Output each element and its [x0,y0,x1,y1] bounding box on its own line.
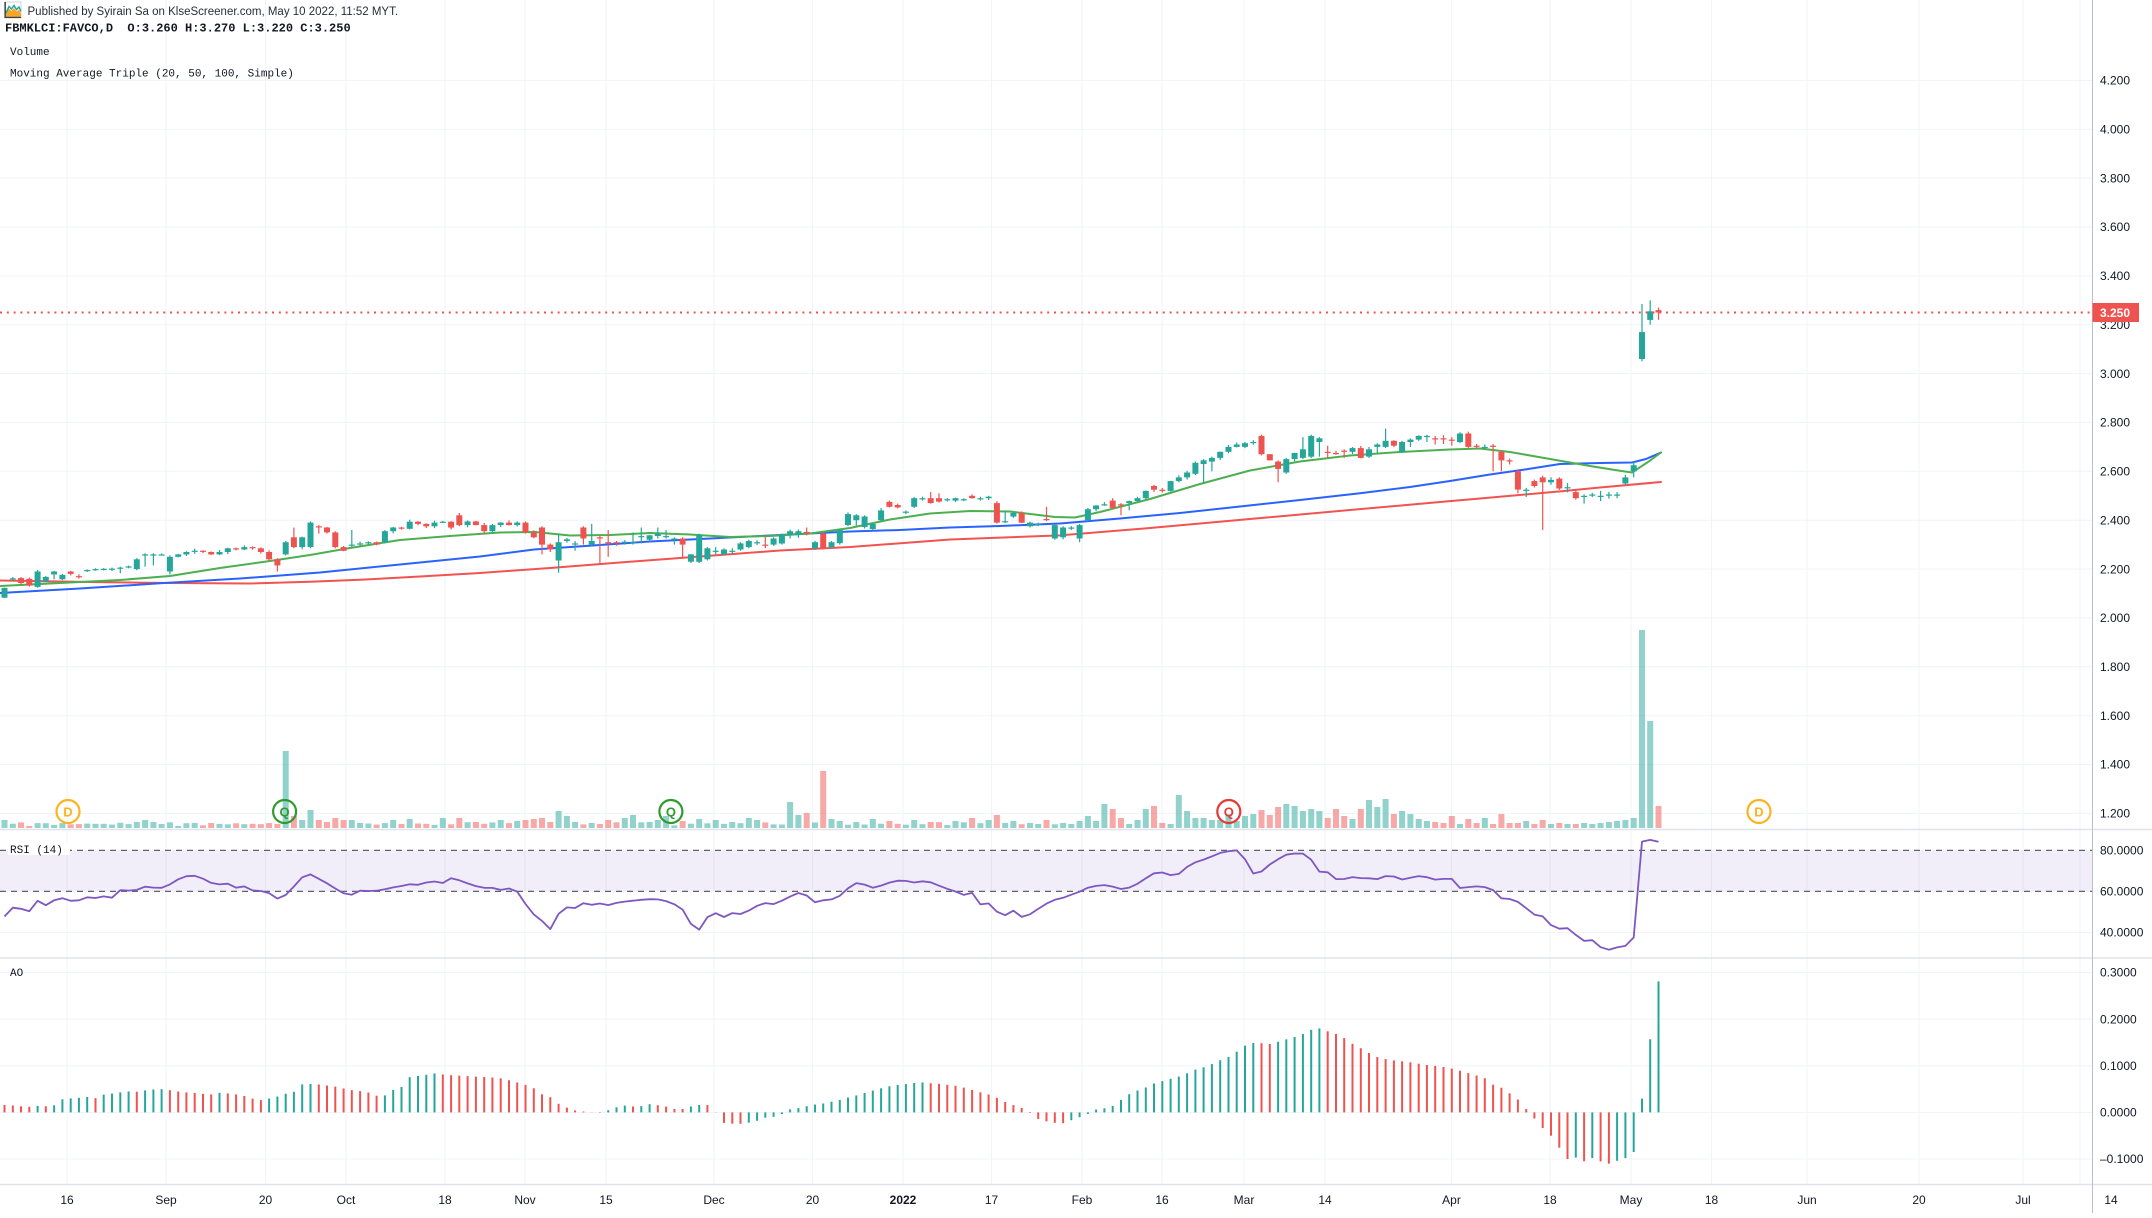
svg-text:60.0000: 60.0000 [2100,885,2144,899]
svg-text:14: 14 [2104,1193,2118,1207]
svg-text:Published by Syirain Sa on Kls: Published by Syirain Sa on KlseScreener.… [28,6,399,18]
svg-text:FBMKLCI:FAVCO,D O:3.260 H:3.2: FBMKLCI:FAVCO,D O:3.260 H:3.270 L:3.220 … [5,22,351,36]
svg-text:Feb: Feb [1072,1193,1093,1207]
svg-text:4.200: 4.200 [2100,74,2130,88]
svg-text:1.200: 1.200 [2100,807,2130,821]
svg-text:0.3000: 0.3000 [2100,966,2137,980]
svg-text:16: 16 [1155,1193,1169,1207]
svg-text:Sep: Sep [155,1193,177,1207]
svg-text:2.600: 2.600 [2100,465,2130,479]
svg-text:Q: Q [1224,805,1234,820]
svg-text:20: 20 [259,1193,273,1207]
svg-text:18: 18 [1705,1193,1719,1207]
svg-text:Apr: Apr [1442,1193,1461,1207]
svg-text:0.2000: 0.2000 [2100,1012,2137,1026]
svg-text:1.400: 1.400 [2100,758,2130,772]
svg-text:2.000: 2.000 [2100,611,2130,625]
svg-text:0.1000: 0.1000 [2100,1059,2137,1073]
svg-text:Mar: Mar [1234,1193,1255,1207]
svg-text:4.000: 4.000 [2100,123,2130,137]
svg-text:Oct: Oct [337,1193,356,1207]
svg-text:20: 20 [806,1193,820,1207]
svg-text:Q: Q [280,805,290,820]
svg-text:Nov: Nov [514,1193,535,1207]
svg-text:0.0000: 0.0000 [2100,1106,2137,1120]
svg-text:AO: AO [10,968,24,980]
svg-text:14: 14 [1318,1193,1332,1207]
svg-text:2.800: 2.800 [2100,416,2130,430]
svg-text:1.600: 1.600 [2100,709,2130,723]
svg-text:20: 20 [1912,1193,1926,1207]
svg-text:16: 16 [60,1193,74,1207]
svg-text:3.600: 3.600 [2100,220,2130,234]
svg-text:18: 18 [438,1193,452,1207]
svg-text:80.0000: 80.0000 [2100,844,2144,858]
svg-text:Jun: Jun [1797,1193,1816,1207]
svg-text:Q: Q [666,805,676,820]
svg-text:3.800: 3.800 [2100,171,2130,185]
svg-text:Jul: Jul [2015,1193,2030,1207]
svg-text:40.0000: 40.0000 [2100,926,2144,940]
svg-text:2022: 2022 [890,1193,917,1207]
svg-text:1.800: 1.800 [2100,660,2130,674]
svg-text:Dec: Dec [703,1193,724,1207]
svg-text:18: 18 [1543,1193,1557,1207]
svg-text:3.000: 3.000 [2100,367,2130,381]
svg-text:Moving Average Triple (20, 50,: Moving Average Triple (20, 50, 100, Simp… [10,69,294,81]
svg-text:May: May [1620,1193,1643,1207]
svg-text:D: D [1754,805,1763,820]
svg-text:RSI (14): RSI (14) [10,845,63,857]
svg-text:15: 15 [599,1193,613,1207]
svg-text:Volume: Volume [10,47,50,59]
svg-text:–0.1000: –0.1000 [2100,1152,2144,1166]
svg-text:3.400: 3.400 [2100,269,2130,283]
svg-text:17: 17 [985,1193,999,1207]
svg-text:2.200: 2.200 [2100,562,2130,576]
svg-text:3.250: 3.250 [2100,306,2130,320]
svg-text:2.400: 2.400 [2100,513,2130,527]
svg-text:D: D [63,805,72,820]
